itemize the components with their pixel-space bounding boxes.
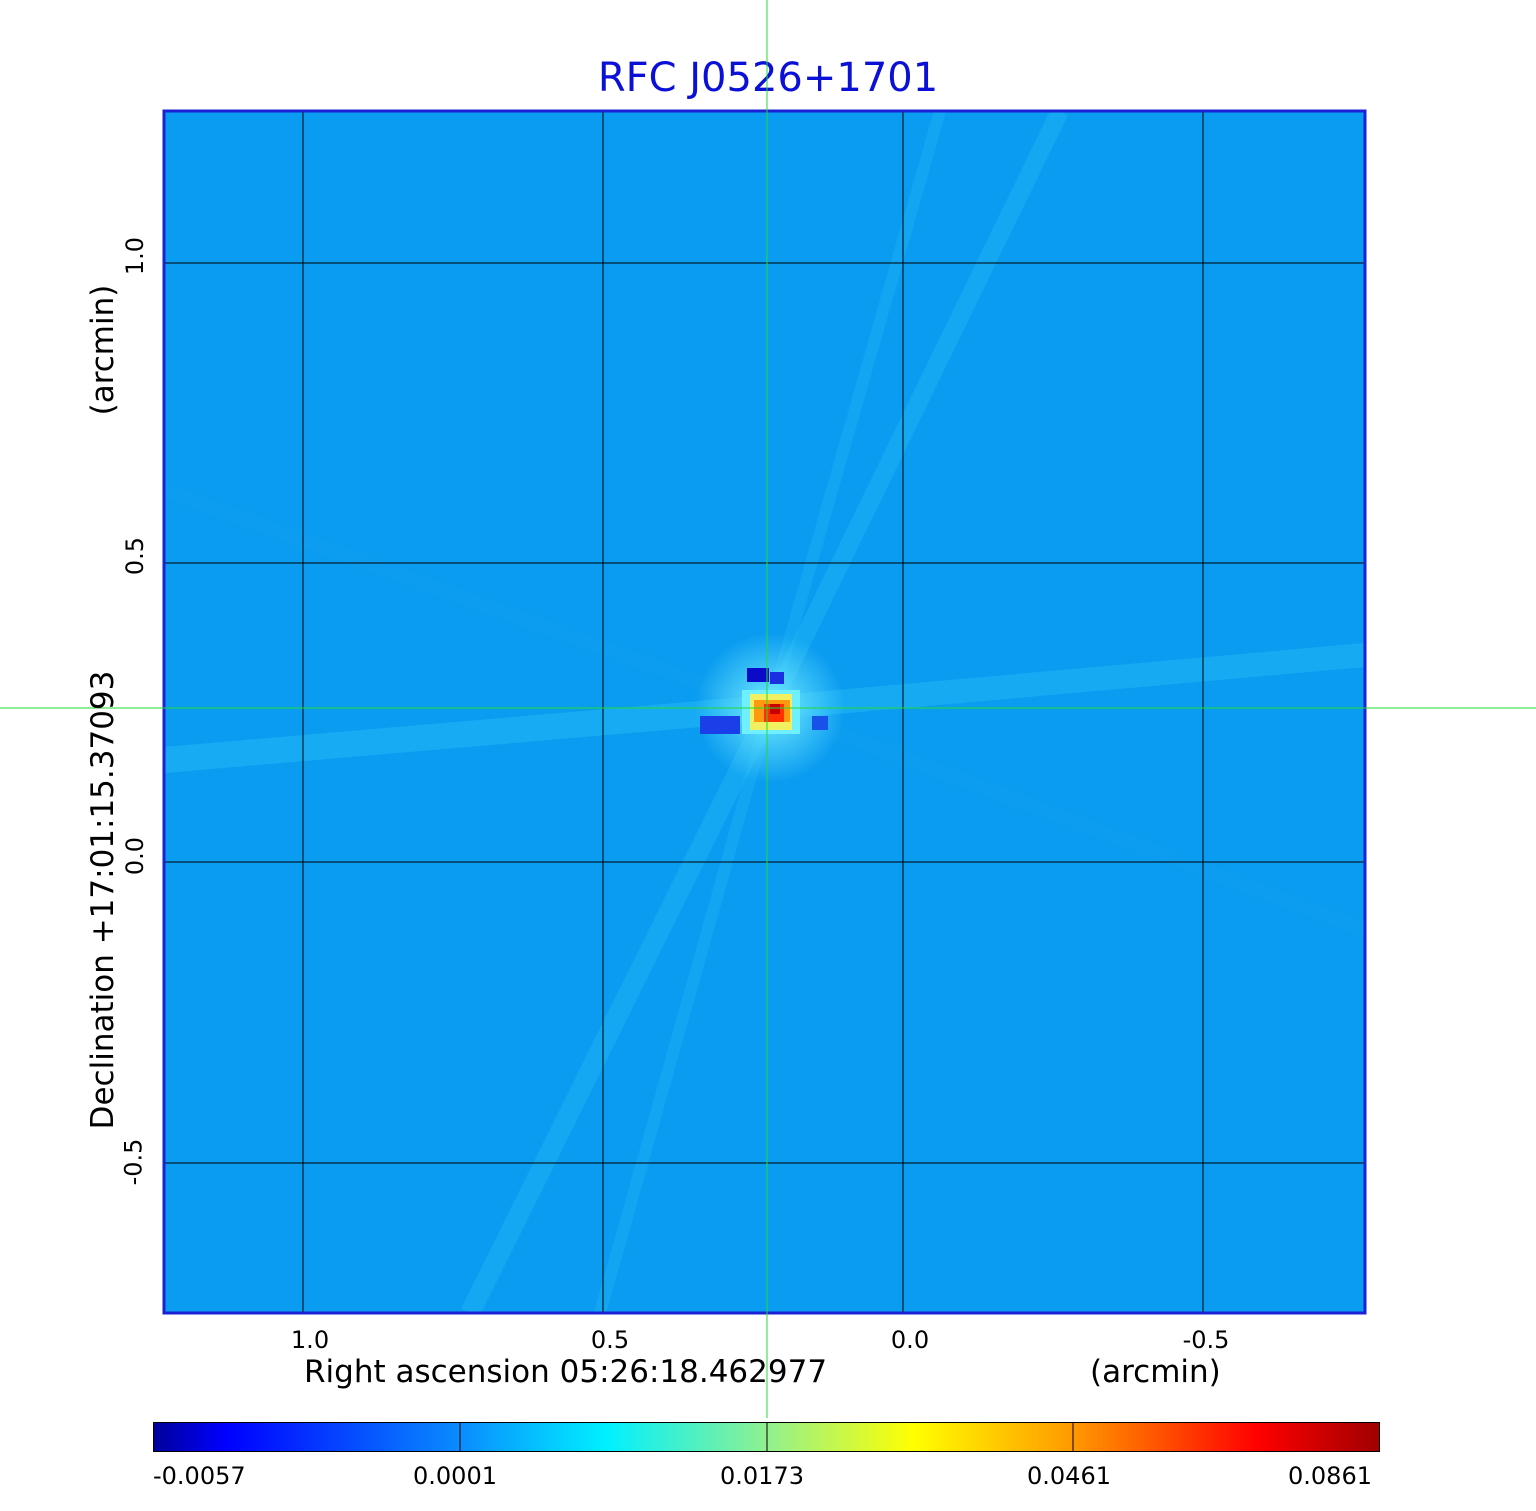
y-tick: 1.0 (121, 236, 150, 276)
colorbar (153, 1422, 1380, 1452)
crosshair (0, 0, 1536, 1418)
x-tick: -0.5 (1182, 1326, 1230, 1354)
x-axis-unit: (arcmin) (1090, 1354, 1221, 1390)
plot-frame (162, 109, 1367, 1315)
x-tick: 1.0 (290, 1326, 330, 1354)
y-tick: -0.5 (119, 1138, 148, 1186)
colorbar-tick: 0.0461 (1027, 1462, 1111, 1490)
x-tick: 0.0 (890, 1326, 930, 1354)
image-title: RFC J0526+1701 (597, 55, 939, 101)
coordinate-grid (164, 111, 1365, 1313)
y-tick: 0.0 (121, 836, 150, 876)
y-axis-unit: (arcmin) (85, 284, 121, 416)
x-axis-label: Right ascension 05:26:18.462977 (304, 1354, 828, 1390)
colorbar-tick: 0.0001 (413, 1462, 497, 1490)
colorbar-tick: 0.0173 (720, 1462, 804, 1490)
x-tick: 0.5 (590, 1326, 630, 1354)
sidelobe-streaks (164, 111, 1365, 1313)
colorbar-tick: 0.0861 (1288, 1462, 1372, 1490)
y-axis-label: Declination +17:01:15.37093 (85, 670, 121, 1130)
y-tick: 0.5 (121, 536, 150, 576)
colorbar-tick: -0.0057 (153, 1462, 246, 1490)
